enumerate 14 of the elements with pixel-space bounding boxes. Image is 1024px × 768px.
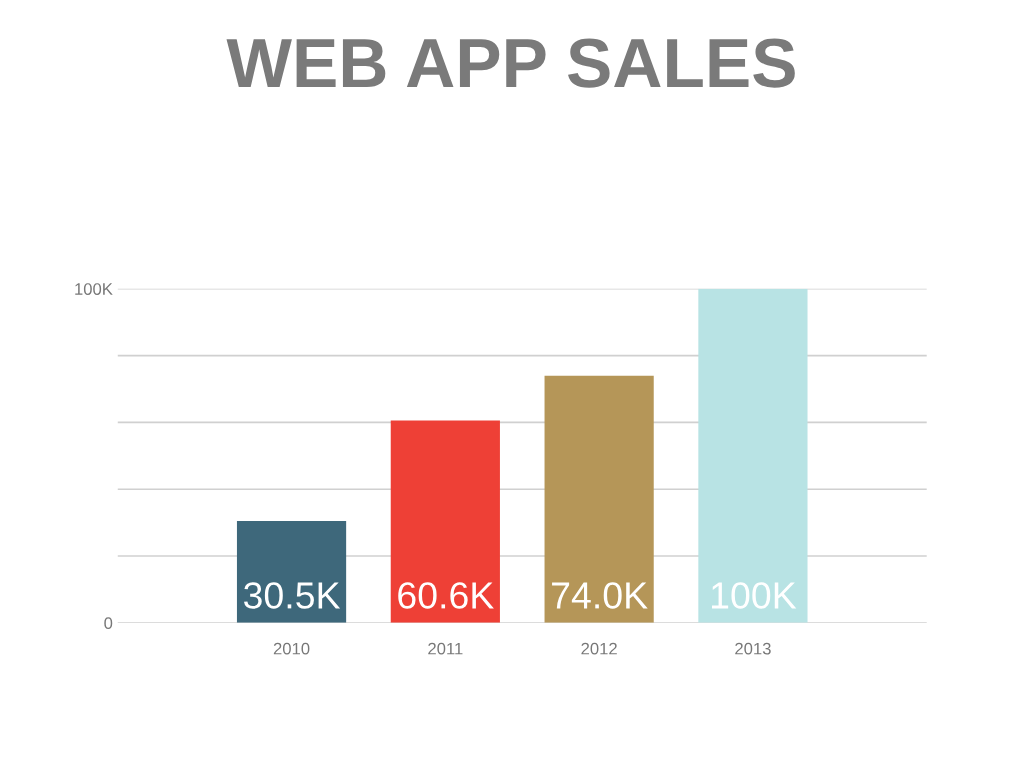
- x-tick-label: 2013: [735, 642, 771, 655]
- data-label: 60.6K: [398, 582, 494, 609]
- x-tick-label: 2010: [273, 642, 310, 655]
- data-label: 74.0K: [552, 582, 648, 609]
- bar: [236, 520, 347, 623]
- x-tick-label: 2011: [428, 642, 463, 655]
- x-tick-label: 2012: [581, 642, 617, 655]
- bar: [390, 420, 500, 623]
- y-tick-label: 0: [104, 617, 113, 630]
- data-label: 100K: [712, 582, 797, 609]
- data-label: 30.5K: [243, 582, 341, 609]
- chart-title: WEB APP SALES: [226, 38, 795, 88]
- bar: [544, 375, 654, 623]
- bar: [698, 288, 808, 623]
